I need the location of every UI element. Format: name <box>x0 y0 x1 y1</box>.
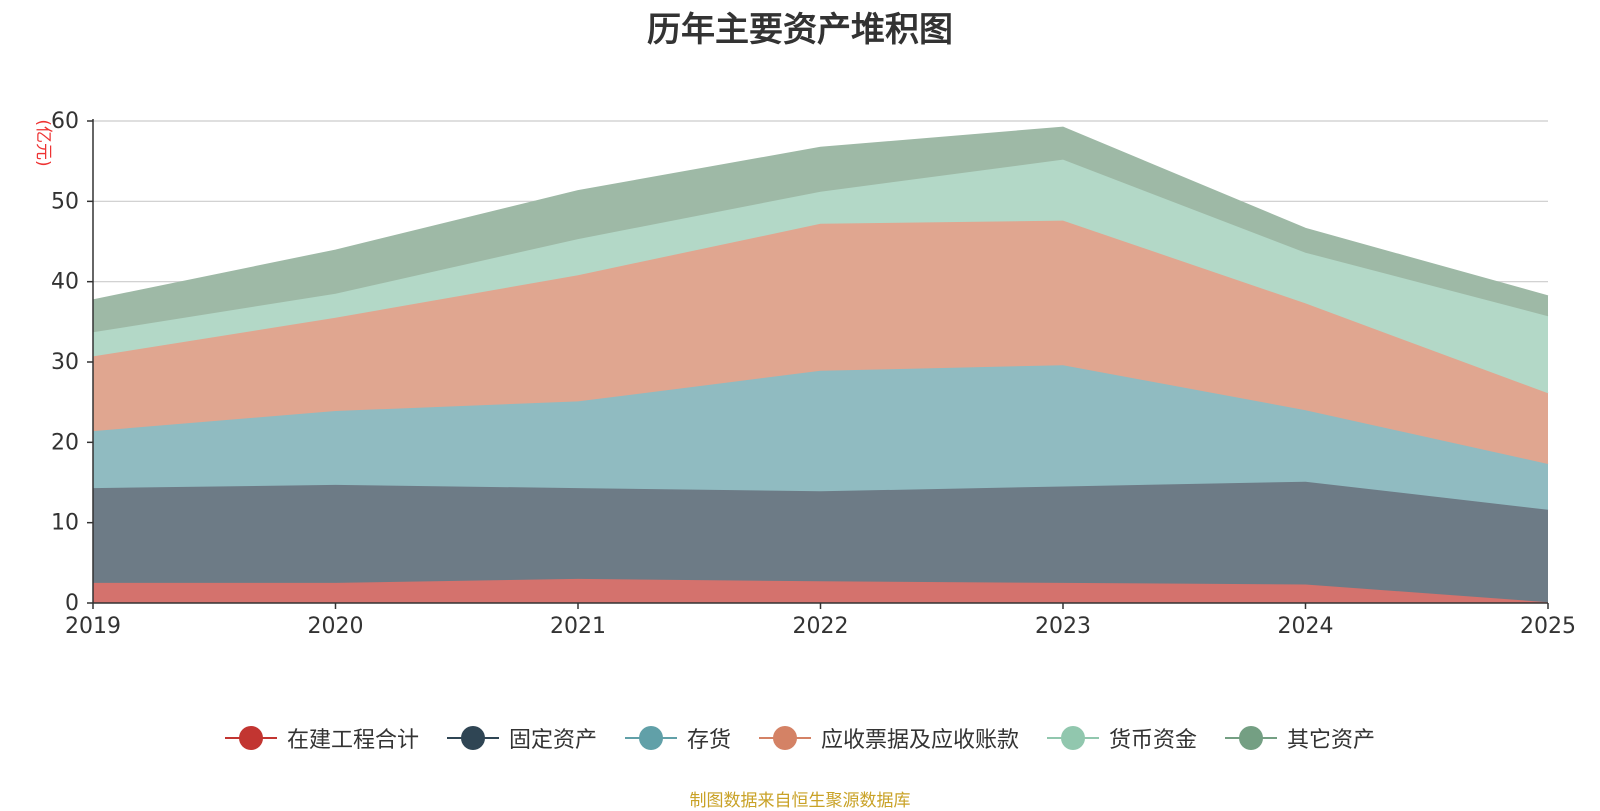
x-tick-label: 2025 <box>1520 614 1576 639</box>
legend-label: 其它资产 <box>1287 728 1376 753</box>
y-tick-label: 40 <box>51 270 79 295</box>
x-tick-label: 2021 <box>550 614 606 639</box>
legend-marker-icon <box>224 726 277 750</box>
legend-item[interactable]: 货币资金 <box>1047 722 1197 754</box>
y-tick-label: 10 <box>51 511 79 536</box>
legend-dot <box>773 726 797 750</box>
y-tick-label: 50 <box>51 189 79 214</box>
legend-marker-icon <box>624 726 677 750</box>
legend: 在建工程合计 固定资产 存货 应收票据及应收账款 货币资金 其它资产 <box>0 722 1600 754</box>
legend-marker-icon <box>1225 726 1278 750</box>
y-tick-label: 30 <box>51 350 79 375</box>
legend-label: 在建工程合计 <box>286 728 419 753</box>
legend-marker-icon <box>1047 726 1100 750</box>
legend-item[interactable]: 存货 <box>624 722 731 754</box>
series-line <box>92 126 1549 301</box>
legend-dot <box>1061 726 1086 750</box>
y-tick-label: 60 <box>51 109 79 134</box>
area-series <box>93 365 1548 510</box>
y-axis-label: (亿元) <box>33 119 53 166</box>
x-tick-label: 2024 <box>1278 614 1334 639</box>
legend-item[interactable]: 在建工程合计 <box>224 722 419 754</box>
axes: 0 10 20 30 40 50 60 2019 2020 2021 2022 2023 2024 202… <box>51 109 1576 639</box>
legend-item[interactable]: 应收票据及应收账款 <box>759 722 1019 754</box>
area-layers <box>92 126 1549 603</box>
legend-label: 存货 <box>686 728 731 753</box>
legend-item[interactable]: 其它资产 <box>1225 722 1375 754</box>
x-tick-label: 2023 <box>1035 614 1091 639</box>
source-note: 制图数据来自恒生聚源数据库 <box>689 791 911 811</box>
legend-dot <box>460 726 485 750</box>
legend-item[interactable]: 固定资产 <box>446 722 597 754</box>
y-tick-label: 0 <box>65 591 79 616</box>
area-series <box>93 220 1548 464</box>
y-tick-label: 20 <box>51 430 79 455</box>
legend-label: 固定资产 <box>508 728 597 753</box>
legend-dot <box>1239 726 1264 750</box>
legend-dot <box>638 726 663 750</box>
legend-marker-icon <box>759 726 811 750</box>
x-tick-label: 2022 <box>793 614 849 639</box>
x-tick-label: 2019 <box>65 614 121 639</box>
legend-dot <box>238 726 263 750</box>
x-tick-label: 2020 <box>308 614 364 639</box>
area-series <box>93 578 1548 603</box>
area-series <box>93 159 1548 394</box>
area-series <box>93 481 1548 603</box>
legend-label: 应收票据及应收账款 <box>821 728 1020 753</box>
chart-title: 历年主要资产堆积图 <box>647 10 953 50</box>
legend-label: 货币资金 <box>1109 728 1198 753</box>
legend-marker-icon <box>446 726 499 750</box>
